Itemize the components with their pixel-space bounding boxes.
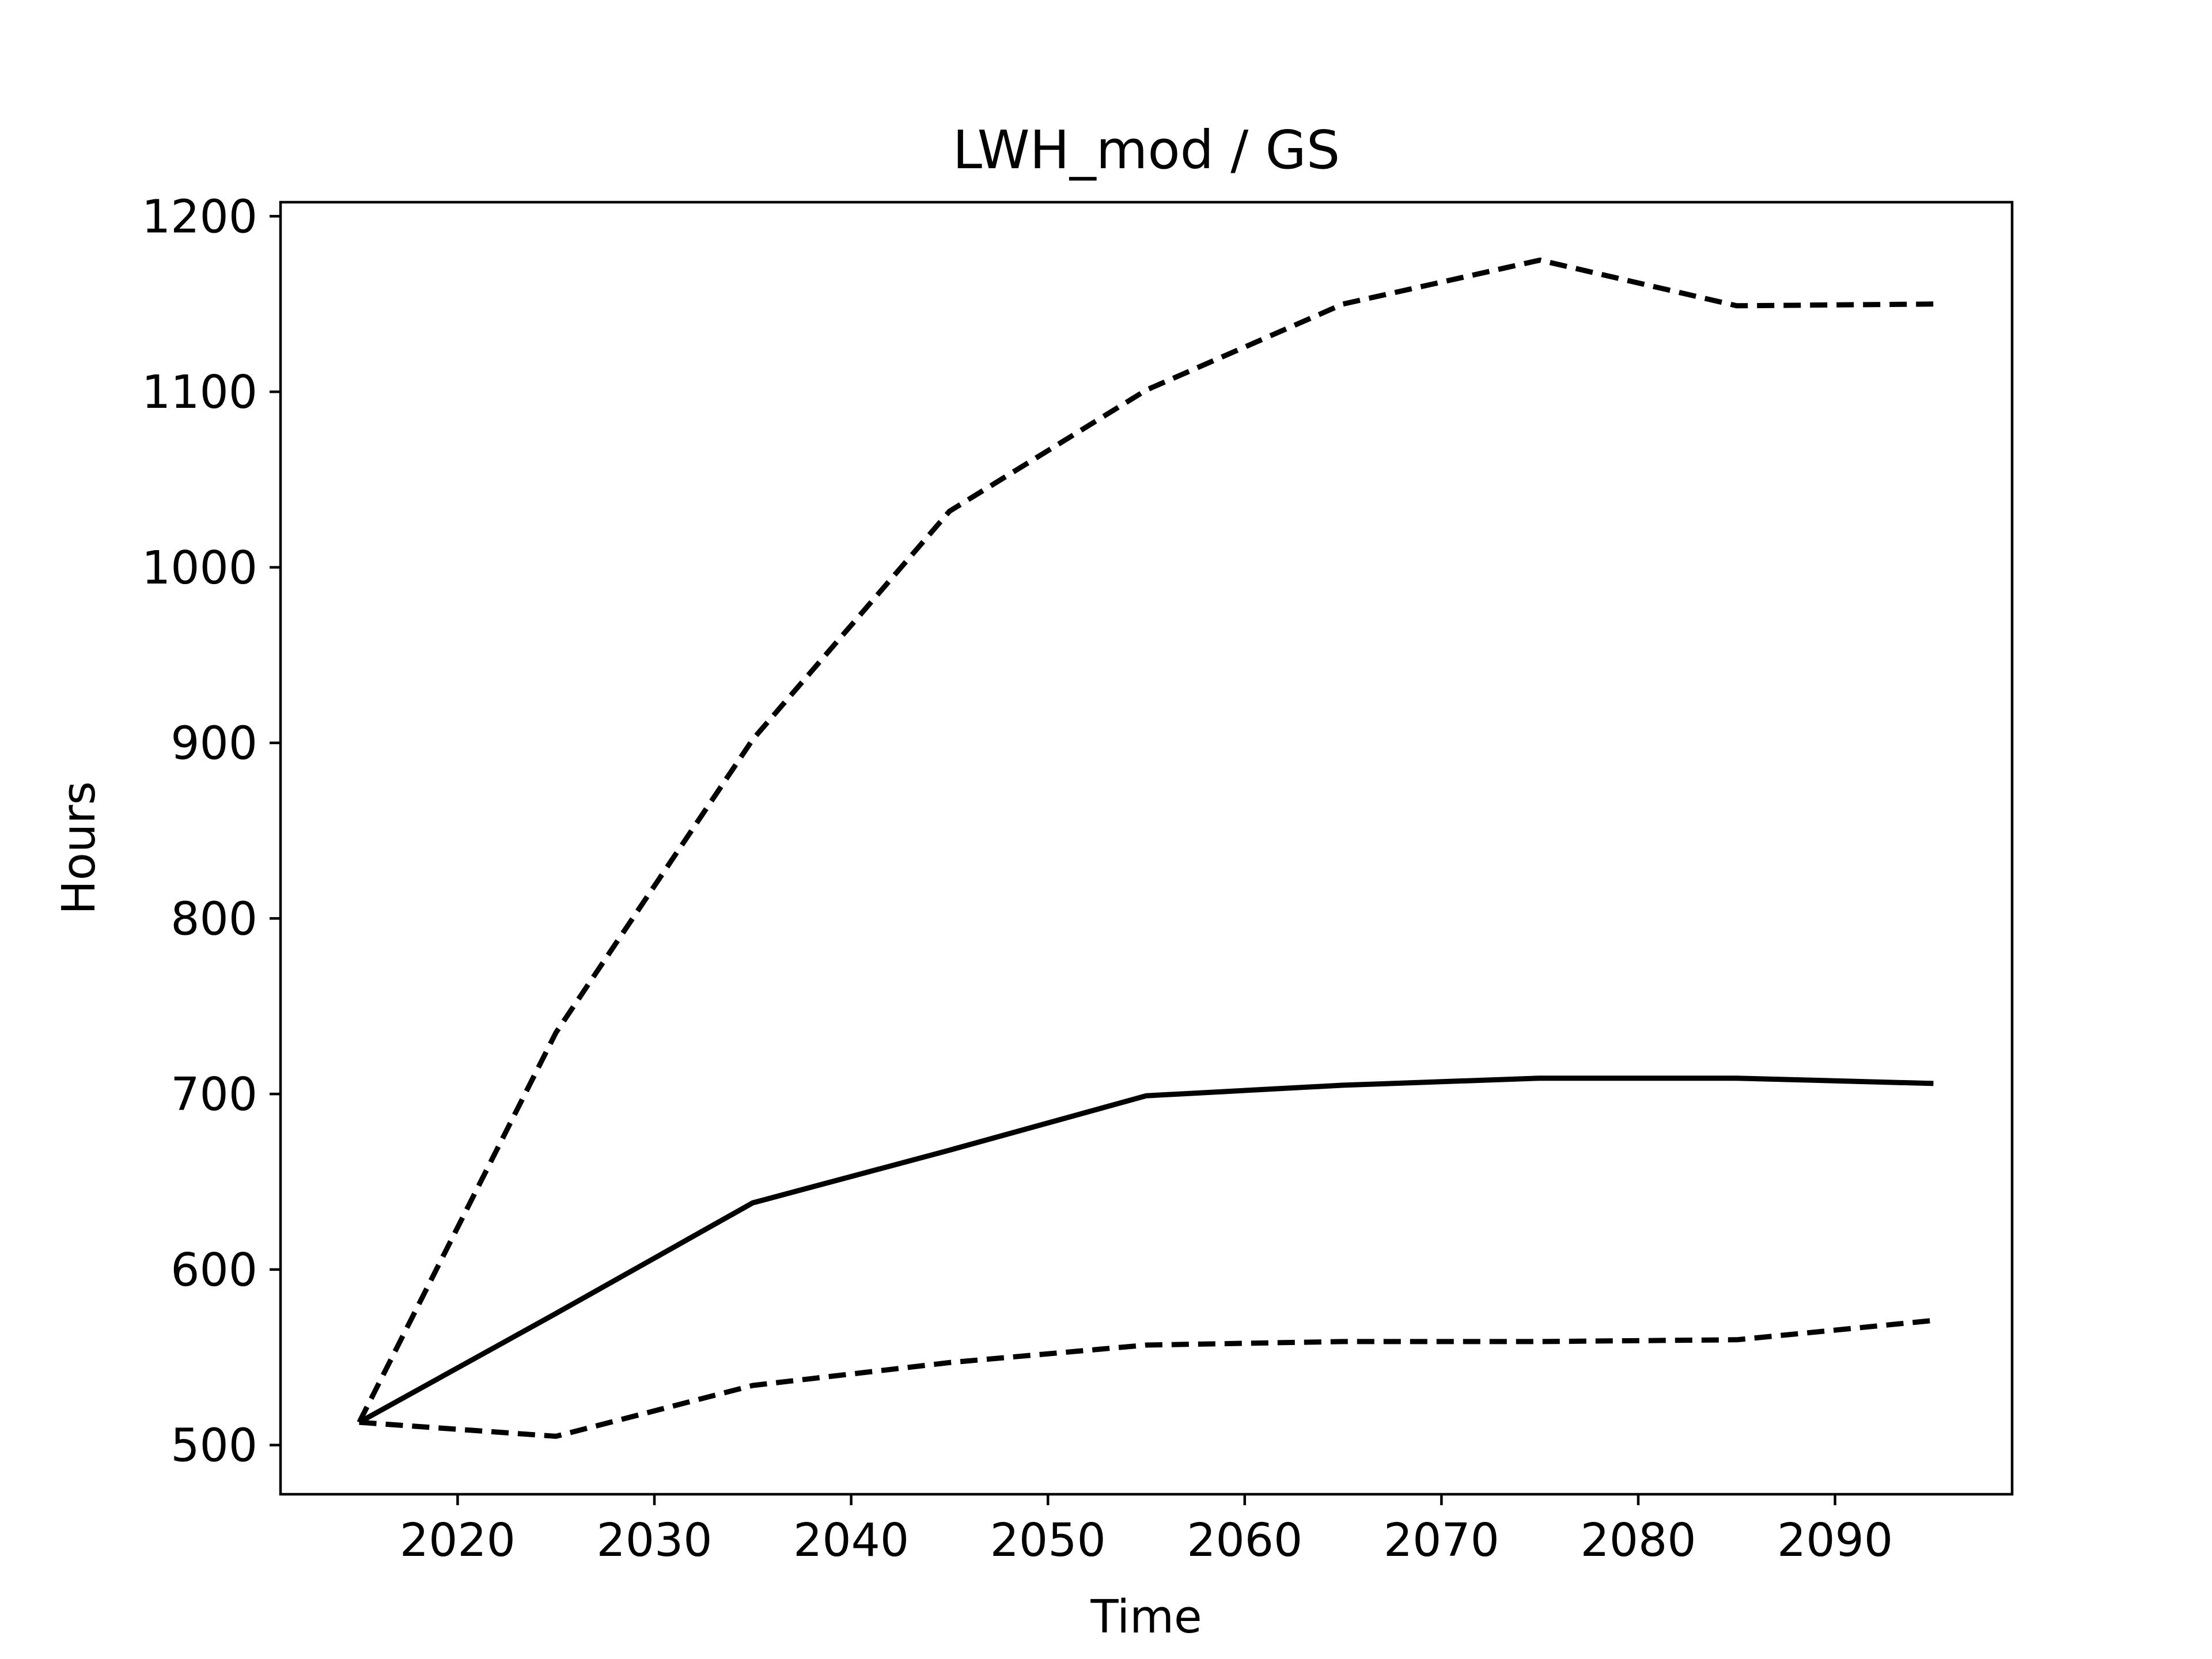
x-tick-label: 2070 bbox=[1384, 1514, 1499, 1567]
x-tick-label: 2080 bbox=[1580, 1514, 1696, 1567]
y-axis: 500 600 700 800 900 1000 1100 1200 bbox=[142, 190, 281, 1472]
y-tick-label: 700 bbox=[171, 1068, 257, 1121]
x-tick-label: 2040 bbox=[793, 1514, 909, 1567]
chart-title: LWH_mod / GS bbox=[953, 119, 1340, 181]
x-tick-label: 2050 bbox=[990, 1514, 1106, 1567]
series-line-2 bbox=[358, 1075, 1934, 1425]
y-tick-label: 1000 bbox=[142, 541, 257, 594]
x-tick-label: 2020 bbox=[400, 1514, 516, 1567]
y-tick-label: 600 bbox=[171, 1244, 257, 1297]
x-tick-label: 2060 bbox=[1187, 1514, 1302, 1567]
x-axis: 2020 2030 2040 2050 2060 2070 2080 2090 bbox=[400, 1494, 1893, 1567]
series-line-3 bbox=[359, 1317, 1934, 1439]
y-tick-label: 1100 bbox=[142, 366, 257, 419]
y-axis-label: Hours bbox=[52, 781, 105, 914]
y-tick-label: 900 bbox=[171, 717, 257, 770]
plot-area bbox=[357, 257, 1934, 1439]
y-tick-label: 500 bbox=[171, 1419, 257, 1472]
y-tick-label: 1200 bbox=[142, 190, 257, 243]
x-tick-label: 2030 bbox=[596, 1514, 712, 1567]
plot-frame bbox=[279, 200, 2014, 1496]
x-axis-label: Time bbox=[1090, 1590, 1202, 1643]
y-tick-label: 800 bbox=[171, 892, 257, 945]
x-tick-label: 2090 bbox=[1777, 1514, 1893, 1567]
